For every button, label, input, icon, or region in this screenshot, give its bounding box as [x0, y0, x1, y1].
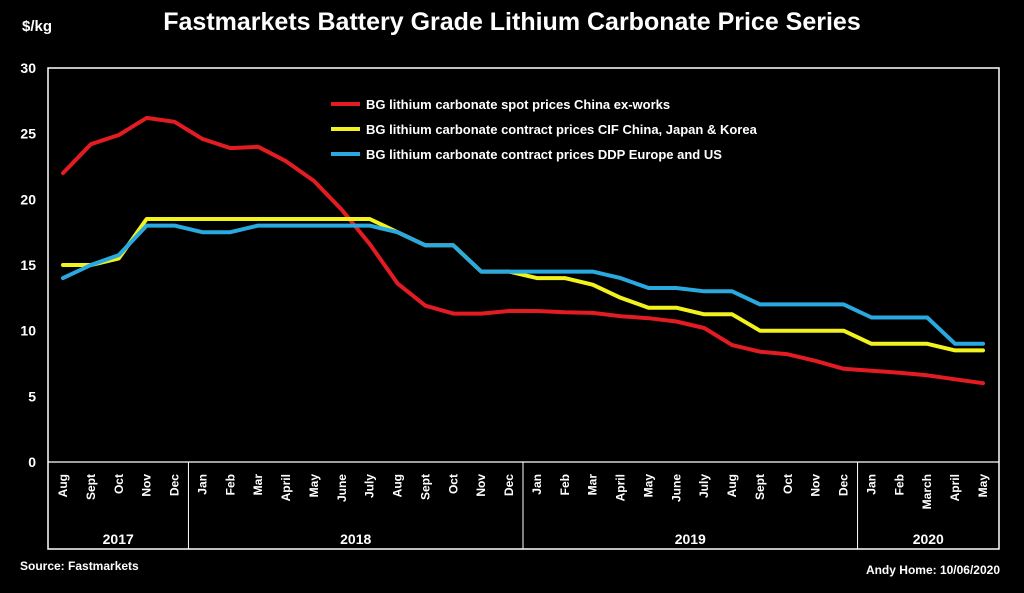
x-tick-label: Aug — [725, 474, 739, 497]
x-tick-label: May — [307, 474, 321, 498]
x-tick-label: Aug — [56, 474, 70, 497]
y-tick-label: 25 — [20, 126, 36, 142]
x-tick-label: May — [641, 474, 655, 498]
x-tick-label: Dec — [837, 474, 851, 496]
x-tick-label: Dec — [168, 474, 182, 496]
x-tick-label: Feb — [892, 474, 906, 495]
x-tick-label: Dec — [502, 474, 516, 496]
x-tick-label: July — [697, 474, 711, 498]
x-tick-label: March — [920, 474, 934, 509]
author-credit: Andy Home: 10/06/2020 — [866, 563, 1000, 577]
x-tick-label: Nov — [809, 474, 823, 497]
y-tick-label: 0 — [28, 454, 36, 470]
series-line-2 — [61, 217, 985, 353]
year-label: 2020 — [913, 531, 944, 547]
series-line-1 — [61, 115, 985, 386]
y-tick-label: 15 — [20, 257, 36, 273]
x-tick-label: June — [669, 474, 683, 502]
x-tick-label: Oct — [781, 474, 795, 494]
x-tick-label: April — [948, 474, 962, 501]
legend-label-1: BG lithium carbonate spot prices China e… — [366, 97, 670, 112]
x-tick-label: Jan — [530, 474, 544, 495]
x-tick-label: Feb — [558, 474, 572, 495]
x-tick-label: Nov — [140, 474, 154, 497]
x-tick-label: Oct — [112, 474, 126, 494]
x-tick-label: Jan — [864, 474, 878, 495]
x-tick-label: Sept — [753, 474, 767, 500]
legend-label-3: BG lithium carbonate contract prices DDP… — [366, 147, 722, 162]
x-tick-label: Sept — [84, 474, 98, 500]
y-tick-label: 5 — [28, 388, 36, 404]
x-axis: Aug Sept Oct Nov Dec Jan Feb Mar April May June Jul… — [48, 461, 999, 509]
x-tick-label: Sept — [418, 474, 432, 500]
y-tick-label: 10 — [20, 323, 36, 339]
x-tick-label: Mar — [251, 474, 265, 496]
legend-label-2: BG lithium carbonate contract prices CIF… — [366, 122, 758, 137]
legend: BG lithium carbonate spot prices China e… — [331, 97, 758, 162]
series-line-3 — [61, 223, 985, 346]
x-tick-label: Aug — [391, 474, 405, 497]
y-axis-unit: $/kg — [22, 18, 52, 35]
x-tick-label: Nov — [474, 474, 488, 497]
x-tick-label: April — [279, 474, 293, 501]
y-tick-label: 30 — [20, 60, 36, 76]
year-label: 2019 — [675, 531, 706, 547]
x-tick-label: Oct — [446, 474, 460, 494]
x-tick-label: Jan — [195, 474, 209, 495]
x-tick-label: May — [976, 474, 990, 498]
y-axis: 0 5 10 15 20 25 30 — [20, 60, 36, 470]
x-tick-label: Feb — [223, 474, 237, 495]
chart-title: Fastmarkets Battery Grade Lithium Carbon… — [163, 8, 861, 36]
series-lines — [61, 115, 985, 386]
year-label: 2018 — [340, 531, 371, 547]
x-tick-label: April — [614, 474, 628, 501]
x-tick-label: June — [335, 474, 349, 502]
x-tick-label: Mar — [586, 474, 600, 496]
source-note: Source: Fastmarkets — [20, 559, 139, 573]
y-tick-label: 20 — [20, 191, 36, 207]
x-tick-label: July — [363, 474, 377, 498]
year-label: 2017 — [103, 531, 134, 547]
year-axis: 2017 2018 2019 2020 — [103, 462, 944, 549]
